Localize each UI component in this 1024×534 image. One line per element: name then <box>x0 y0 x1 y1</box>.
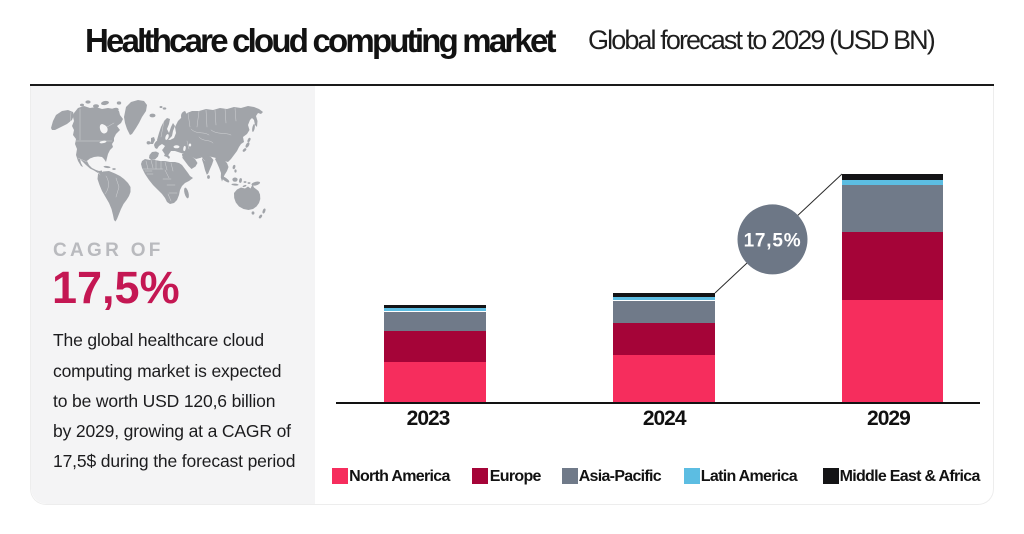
svg-text:17,5%: 17,5% <box>744 231 802 252</box>
